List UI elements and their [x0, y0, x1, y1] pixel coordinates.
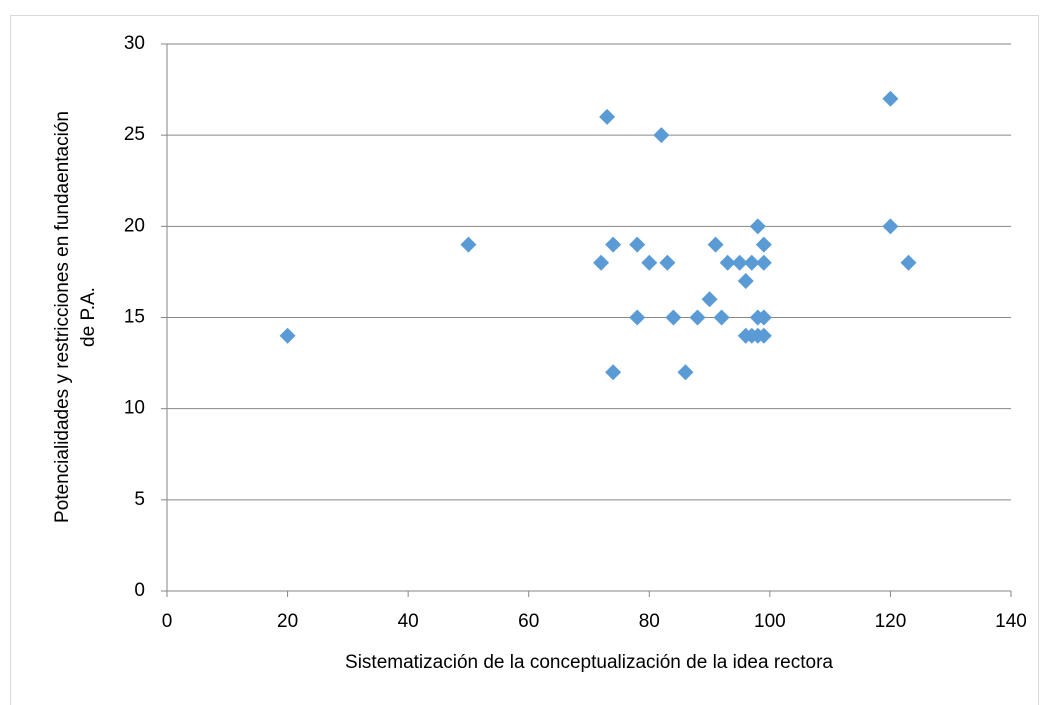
point: [629, 236, 646, 253]
point: [737, 273, 754, 290]
point: [605, 236, 622, 253]
point: [653, 127, 670, 144]
y-axis-title-line: Potencialidades y restricciones en funda…: [52, 111, 73, 523]
point: [665, 309, 682, 326]
point: [593, 254, 610, 271]
x-tick-label: 100: [754, 611, 786, 632]
point: [599, 108, 616, 125]
point: [629, 309, 646, 326]
point: [743, 254, 760, 271]
y-axis-title-line: de P.A.: [78, 287, 99, 347]
chart-border: [10, 15, 1039, 705]
x-tick-label: 120: [875, 611, 907, 632]
point: [900, 254, 917, 271]
point: [279, 327, 296, 344]
y-axis-title: Potencialidades y restricciones en funda…: [52, 111, 99, 523]
y-tick-label: 15: [124, 307, 145, 328]
point: [719, 254, 736, 271]
point: [731, 254, 748, 271]
y-tick-label: 20: [124, 215, 145, 236]
point: [749, 218, 766, 235]
x-tick-label: 0: [162, 611, 173, 632]
point: [701, 291, 718, 308]
point: [707, 236, 724, 253]
point: [755, 309, 772, 326]
point: [882, 90, 899, 107]
point: [689, 309, 706, 326]
x-tick-label: 40: [398, 611, 419, 632]
point: [755, 254, 772, 271]
x-axis-title: Sistematización de la conceptualización …: [345, 652, 833, 673]
point: [755, 327, 772, 344]
point: [677, 364, 694, 381]
x-tick-label: 80: [639, 611, 660, 632]
point: [713, 309, 730, 326]
x-tick-label: 140: [995, 611, 1027, 632]
x-tick-label: 20: [277, 611, 298, 632]
y-tick-label: 5: [134, 489, 145, 510]
point: [755, 236, 772, 253]
point: [460, 236, 477, 253]
point: [882, 218, 899, 235]
y-tick-label: 10: [124, 398, 145, 419]
x-tick-label: 60: [518, 611, 539, 632]
point: [605, 364, 622, 381]
y-tick-label: 0: [134, 580, 145, 601]
point: [659, 254, 676, 271]
y-tick-label: 30: [124, 33, 145, 54]
point: [641, 254, 658, 271]
y-tick-label: 25: [124, 124, 145, 145]
